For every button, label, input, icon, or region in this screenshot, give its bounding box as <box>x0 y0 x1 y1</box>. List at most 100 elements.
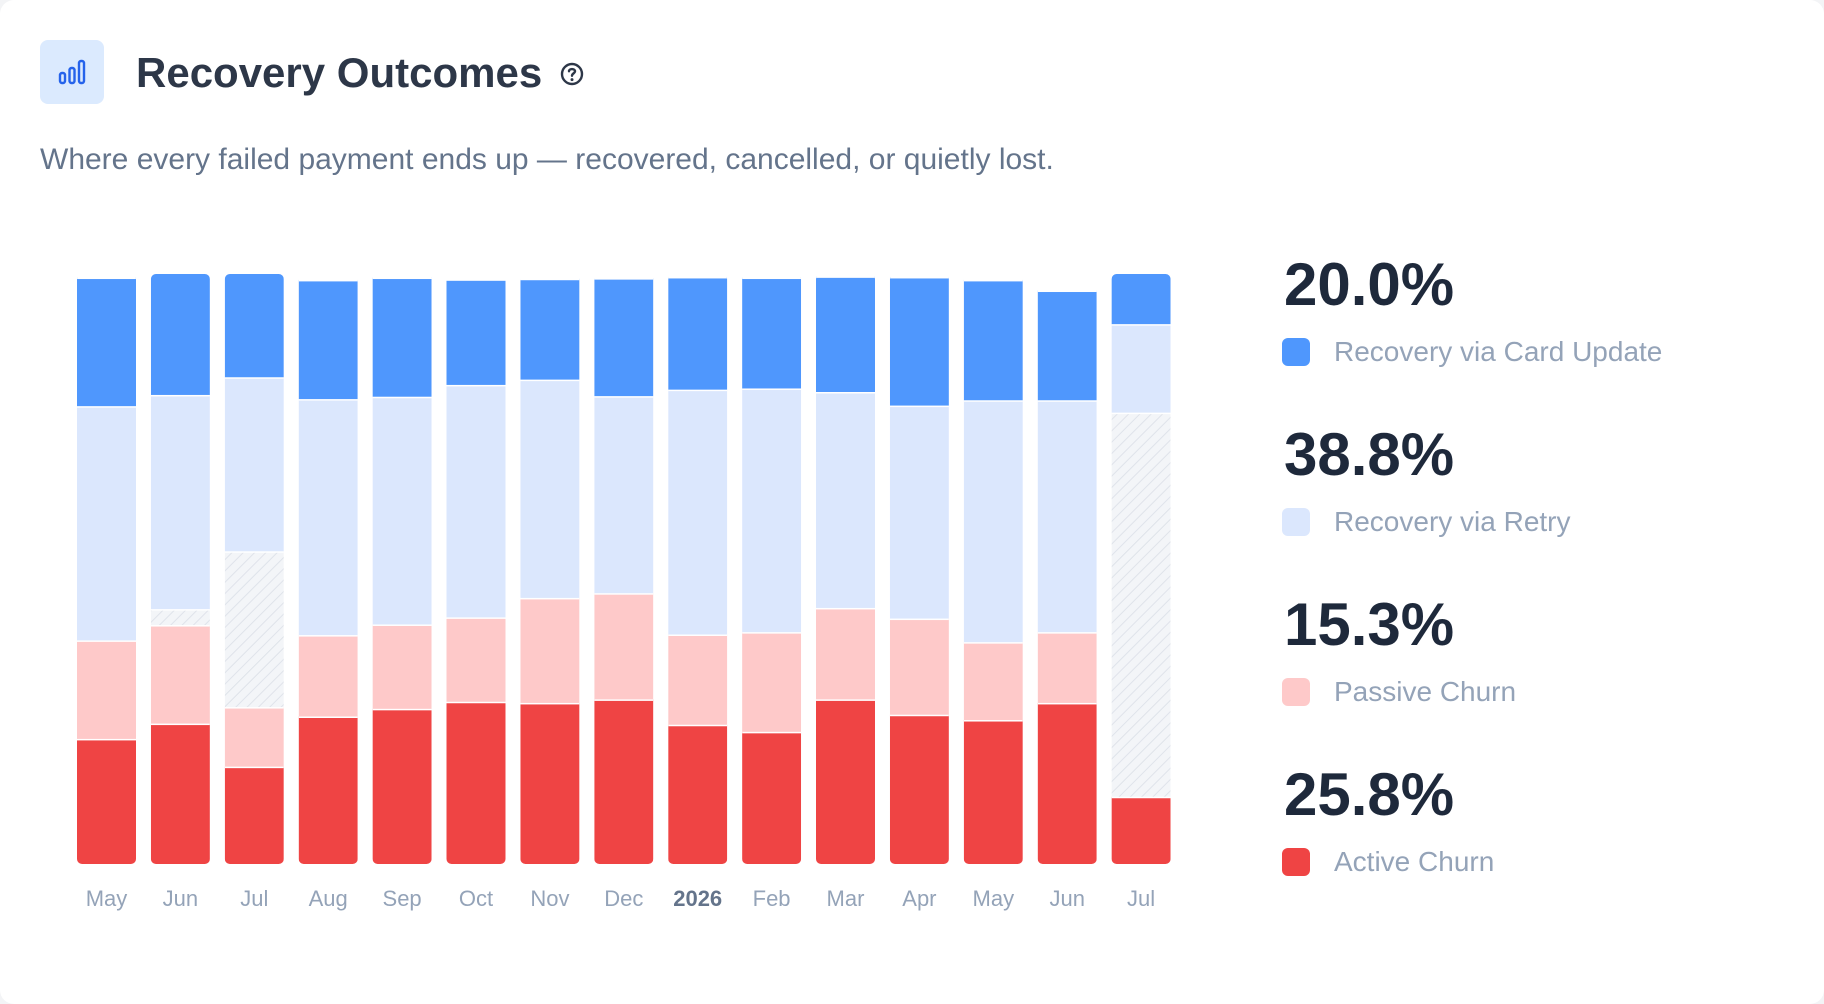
bar-segment-active-churn[interactable] <box>816 699 875 864</box>
legend-value: 25.8% <box>1284 761 1455 828</box>
bar-segment-recovery-via-retry[interactable] <box>150 394 210 610</box>
bar-stack[interactable] <box>224 274 284 864</box>
bar-segment-recovery-via-card-update[interactable] <box>963 279 1023 401</box>
bar-stack[interactable] <box>77 276 136 864</box>
segment-separator <box>372 276 432 280</box>
bar-segment-unresolved[interactable] <box>150 609 210 626</box>
bar-segment-recovery-via-retry[interactable] <box>1037 400 1097 633</box>
bar-segment-recovery-via-card-update[interactable] <box>150 272 210 395</box>
legend-item-passive-churn: 15.3% Passive Churn <box>1280 590 1800 750</box>
legend-swatch <box>1282 848 1310 876</box>
bar-segment-passive-churn[interactable] <box>224 707 284 767</box>
segment-separator <box>150 393 210 397</box>
bar-segment-recovery-via-card-update[interactable] <box>298 279 358 400</box>
x-tick-label: Jul <box>240 886 268 911</box>
bar-segment-active-churn[interactable] <box>594 699 654 864</box>
bar-segment-recovery-via-card-update[interactable] <box>520 278 580 380</box>
bar-segment-active-churn[interactable] <box>150 723 210 864</box>
bar-segment-recovery-via-retry[interactable] <box>1111 324 1171 413</box>
segment-separator <box>224 765 284 769</box>
bar-segment-active-churn[interactable] <box>1037 702 1097 864</box>
bar-segment-passive-churn[interactable] <box>963 642 1023 721</box>
bar-segment-recovery-via-retry[interactable] <box>446 384 506 618</box>
bar-segment-recovery-via-retry[interactable] <box>298 399 358 636</box>
bar-segment-passive-churn[interactable] <box>668 634 728 725</box>
bar-segment-recovery-via-retry[interactable] <box>889 405 949 619</box>
bar-segment-active-churn[interactable] <box>298 716 358 865</box>
bar-segment-recovery-via-card-update[interactable] <box>372 277 432 397</box>
bar-segment-active-churn[interactable] <box>963 720 1023 864</box>
bar-segment-passive-churn[interactable] <box>816 607 875 700</box>
bar-segment-recovery-via-retry[interactable] <box>668 389 728 635</box>
stacked-bar-chart: May Jun Jul Aug Sep Oct Nov Dec 2026 Feb Mar Apr May… <box>77 272 1171 911</box>
bar-segment-recovery-via-card-update[interactable] <box>1037 290 1097 401</box>
bar-segment-recovery-via-retry[interactable] <box>594 396 654 594</box>
bar-segment-passive-churn[interactable] <box>446 617 506 702</box>
legend-swatch <box>1282 338 1310 366</box>
bar-segment-active-churn[interactable] <box>446 701 506 864</box>
bar-segment-recovery-via-card-update[interactable] <box>889 276 949 406</box>
bar-segment-recovery-via-card-update[interactable] <box>816 276 875 392</box>
bar-segment-recovery-via-card-update[interactable] <box>77 277 136 407</box>
bar-segment-recovery-via-retry[interactable] <box>816 392 875 608</box>
chart-subtitle: Where every failed payment ends up — rec… <box>40 143 1054 176</box>
legend-value: 20.0% <box>1284 251 1455 318</box>
segment-separator <box>668 388 728 392</box>
segment-separator <box>889 275 949 279</box>
bar-segment-passive-churn[interactable] <box>889 618 949 715</box>
bar-segment-active-churn[interactable] <box>224 766 284 864</box>
bar-segment-recovery-via-retry[interactable] <box>77 406 136 641</box>
bar-segment-recovery-via-retry[interactable] <box>742 388 802 633</box>
bar-stack[interactable] <box>889 275 949 864</box>
bar-segment-passive-churn[interactable] <box>742 632 802 732</box>
segment-separator <box>520 596 580 600</box>
bar-segment-passive-churn[interactable] <box>520 597 580 703</box>
bar-stack[interactable] <box>1037 289 1097 864</box>
bar-segment-unresolved[interactable] <box>224 551 284 708</box>
bar-segment-passive-churn[interactable] <box>594 593 654 700</box>
bar-segment-recovery-via-card-update[interactable] <box>224 274 284 378</box>
bar-stack[interactable] <box>816 274 875 864</box>
bar-segment-active-churn[interactable] <box>520 702 580 864</box>
bar-segment-recovery-via-card-update[interactable] <box>742 277 802 389</box>
bar-segment-active-churn[interactable] <box>1111 796 1171 864</box>
bar-stack[interactable] <box>446 277 506 864</box>
legend-label: Active Churn <box>1334 846 1495 877</box>
bar-segment-unresolved[interactable] <box>1111 412 1171 797</box>
bar-stack[interactable] <box>520 277 580 864</box>
bar-segment-recovery-via-card-update[interactable] <box>594 278 654 397</box>
bar-segment-active-churn[interactable] <box>742 731 802 864</box>
bar-stack[interactable] <box>668 275 728 864</box>
bar-segment-recovery-via-retry[interactable] <box>963 400 1023 643</box>
bar-segment-passive-churn[interactable] <box>1037 632 1097 703</box>
legend-label: Recovery via Card Update <box>1334 336 1663 367</box>
bar-stack[interactable] <box>1111 274 1171 864</box>
bar-stack[interactable] <box>742 276 802 864</box>
bar-segment-recovery-via-retry[interactable] <box>372 396 432 625</box>
legend-swatch <box>1282 508 1310 536</box>
bar-segment-passive-churn[interactable] <box>150 625 210 724</box>
bar-segment-recovery-via-card-update[interactable] <box>668 276 728 390</box>
bar-segment-recovery-via-retry[interactable] <box>224 377 284 552</box>
legend-swatch <box>1282 678 1310 706</box>
bar-segment-recovery-via-card-update[interactable] <box>1111 274 1171 325</box>
bar-segment-passive-churn[interactable] <box>372 624 432 709</box>
bar-chart-icon <box>40 40 104 104</box>
bar-stack[interactable] <box>372 276 432 864</box>
bar-segment-active-churn[interactable] <box>668 724 728 864</box>
x-tick-label: Feb <box>753 886 791 911</box>
bar-segment-active-churn[interactable] <box>372 708 432 864</box>
bar-stack[interactable] <box>150 272 210 864</box>
x-tick-label: Jun <box>1049 886 1084 911</box>
bar-stack[interactable] <box>298 278 358 865</box>
x-tick-label: Jun <box>163 886 198 911</box>
bar-segment-passive-churn[interactable] <box>298 635 358 717</box>
bar-segment-passive-churn[interactable] <box>77 640 136 739</box>
bar-segment-recovery-via-card-update[interactable] <box>446 279 506 385</box>
bar-segment-recovery-via-retry[interactable] <box>520 379 580 598</box>
bar-segment-active-churn[interactable] <box>77 738 136 864</box>
bar-stack[interactable] <box>594 276 654 864</box>
bar-segment-active-churn[interactable] <box>889 714 949 864</box>
bar-stack[interactable] <box>963 278 1023 864</box>
question-circle-icon[interactable] <box>560 62 584 86</box>
